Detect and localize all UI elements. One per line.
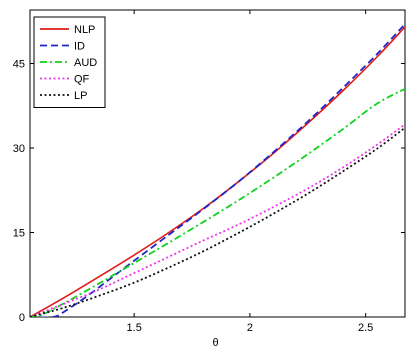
legend-label-lp: LP [74,90,87,102]
y-tick-label: 45 [13,59,25,71]
legend-label-nlp: NLP [74,24,95,36]
series-line-qf [30,123,405,317]
x-tick-label: 2 [247,322,253,334]
series-line-aud [30,88,405,317]
x-tick-label: 1.5 [127,322,142,334]
x-tick-label: 2.5 [358,322,373,334]
x-axis-label: θ [212,337,218,349]
legend-label-qf: QF [74,74,90,86]
y-tick-label: 30 [13,143,25,155]
legend-label-id: ID [74,41,85,53]
legend-box [33,16,106,108]
series-line-id [30,23,405,317]
legend-label-aud: AUD [74,57,97,69]
series-line-lp [30,127,405,317]
legend: NLP ID AUD QF LP [33,16,106,108]
axis-ticks: 1.5 2 2.5 0 15 30 45 [13,10,405,334]
plot-frame [29,9,406,318]
y-tick-label: 0 [19,312,25,324]
y-tick-label: 15 [13,228,25,240]
series-lines [30,23,405,317]
